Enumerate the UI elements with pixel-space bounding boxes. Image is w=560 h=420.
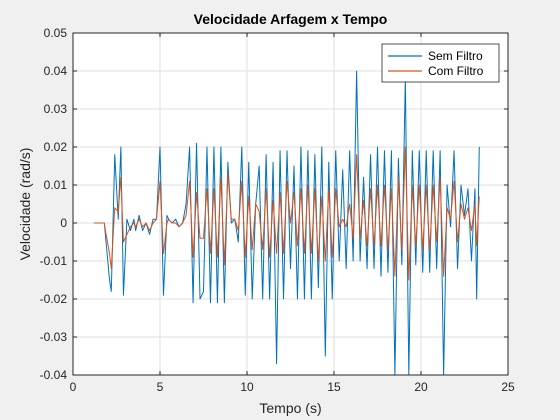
legend-label-com-filtro: Com Filtro bbox=[428, 64, 484, 78]
y-tick-label: -0.01 bbox=[40, 254, 68, 268]
legend-label-sem-filtro: Sem Filtro bbox=[428, 49, 483, 63]
ticks: 0 5 10 15 20 25 -0.04 -0.03 -0.02 -0.01 0 0.01 0.02 0… bbox=[40, 26, 515, 394]
y-tick-label: 0.04 bbox=[44, 64, 68, 78]
series-layer bbox=[93, 70, 480, 376]
chart-title: Velocidade Arfagem x Tempo bbox=[194, 11, 388, 27]
y-axis-label: Velocidade (rad/s) bbox=[17, 148, 33, 261]
y-tick-label: -0.02 bbox=[40, 292, 68, 306]
x-tick-label: 15 bbox=[327, 380, 341, 394]
x-tick-label: 10 bbox=[240, 380, 254, 394]
y-tick-label: 0.02 bbox=[44, 140, 68, 154]
y-tick-label: -0.04 bbox=[40, 368, 68, 382]
plot-area bbox=[73, 33, 508, 375]
x-tick-label: 0 bbox=[70, 380, 77, 394]
series-line-com-filtro bbox=[93, 146, 480, 281]
y-tick-label: -0.03 bbox=[40, 330, 68, 344]
x-tick-label: 5 bbox=[157, 380, 164, 394]
y-tick-label: 0.01 bbox=[44, 178, 68, 192]
legend-box bbox=[381, 43, 500, 83]
x-tick-label: 20 bbox=[414, 380, 428, 394]
y-tick-label: 0 bbox=[60, 216, 67, 230]
x-tick-label: 25 bbox=[501, 380, 515, 394]
x-axis-label: Tempo (s) bbox=[259, 400, 321, 416]
y-tick-label: 0.05 bbox=[44, 26, 68, 40]
y-tick-label: 0.03 bbox=[44, 102, 68, 116]
plot-border bbox=[72, 32, 509, 376]
